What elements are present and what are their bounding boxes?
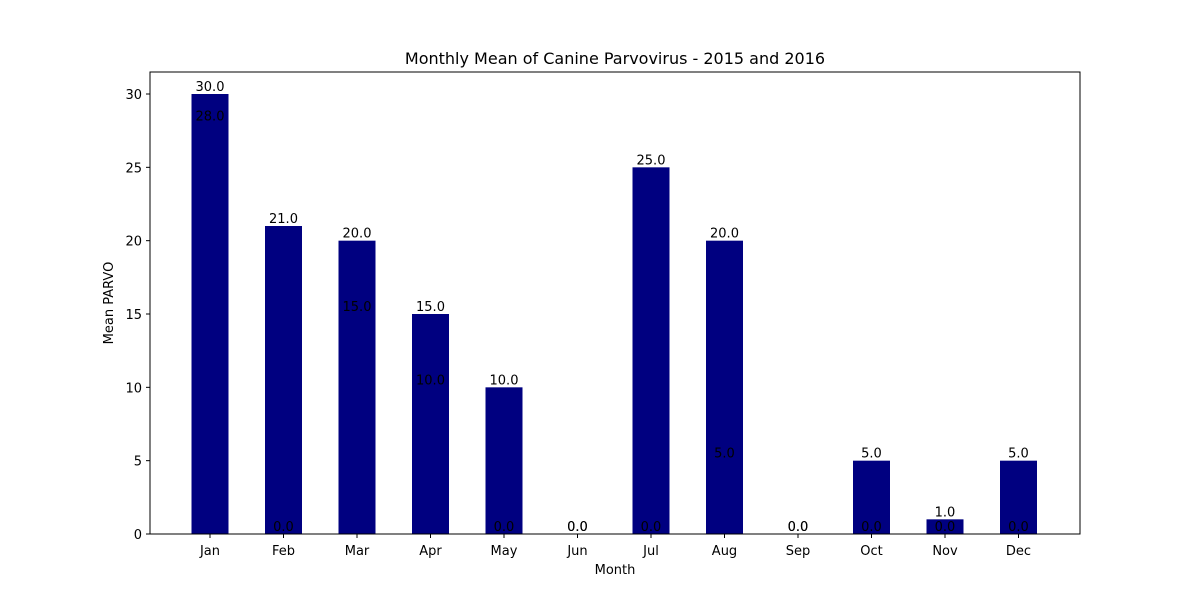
bar-feb-series-1: [265, 226, 302, 534]
data-label-mar-series-2: 15.0: [343, 300, 372, 315]
x-tick-label-may: May: [491, 544, 518, 559]
data-label-jan-series-1: 30.0: [196, 80, 225, 95]
data-label-jun-series-1: 0.0: [567, 520, 588, 535]
bar-oct-series-1: [853, 460, 890, 534]
x-tick-label-jan: Jan: [199, 544, 220, 559]
data-label-oct-series-1: 5.0: [861, 447, 882, 462]
data-label-oct-series-2: 0.0: [861, 520, 882, 535]
x-tick-label-apr: Apr: [419, 544, 442, 559]
data-label-jul-series-1: 25.0: [637, 153, 666, 168]
x-tick-label-aug: Aug: [712, 544, 737, 559]
data-label-nov-series-1: 1.0: [935, 505, 956, 520]
y-axis-title: Mean PARVO: [102, 262, 117, 345]
x-tick-label-sep: Sep: [786, 544, 811, 559]
bar-jan-series-2: [191, 123, 229, 534]
data-label-jun-series-2: 0.0: [567, 520, 588, 535]
data-label-dec-series-2: 0.0: [1008, 520, 1029, 535]
bar-aug-series-2: [706, 460, 743, 534]
x-axis-title: Month: [595, 563, 636, 578]
x-tick-label-dec: Dec: [1006, 544, 1031, 559]
data-label-may-series-2: 0.0: [494, 520, 515, 535]
y-tick-label: 0: [134, 528, 142, 543]
bar-may-series-1: [485, 387, 523, 534]
y-tick-label: 20: [125, 235, 142, 250]
x-tick-label-feb: Feb: [272, 544, 295, 559]
bar-jul-series-1: [632, 167, 670, 535]
chart-title: Monthly Mean of Canine Parvovirus - 2015…: [405, 49, 825, 68]
y-tick-label: 10: [125, 381, 142, 396]
data-label-sep-series-1: 0.0: [788, 520, 809, 535]
data-label-mar-series-1: 20.0: [343, 227, 372, 242]
data-label-aug-series-2: 5.0: [714, 447, 735, 462]
data-label-jul-series-2: 0.0: [641, 520, 662, 535]
bar-dec-series-1: [1000, 460, 1037, 534]
x-tick-label-jul: Jul: [642, 544, 659, 559]
data-label-apr-series-2: 10.0: [416, 373, 445, 388]
data-label-feb-series-2: 0.0: [273, 520, 294, 535]
bar-apr-series-2: [412, 387, 449, 534]
x-tick-label-jun: Jun: [566, 544, 587, 559]
data-label-dec-series-1: 5.0: [1008, 447, 1029, 462]
data-label-sep-series-2: 0.0: [788, 520, 809, 535]
x-tick-label-oct: Oct: [860, 544, 882, 559]
y-tick-label: 15: [125, 308, 142, 323]
x-tick-label-mar: Mar: [345, 544, 370, 559]
data-label-aug-series-1: 20.0: [710, 227, 739, 242]
y-tick-label: 5: [134, 455, 142, 470]
y-tick-label: 25: [125, 161, 142, 176]
data-label-nov-series-2: 0.0: [935, 520, 956, 535]
y-tick-label: 30: [125, 88, 142, 103]
data-label-feb-series-1: 21.0: [269, 212, 298, 227]
x-tick-label-nov: Nov: [932, 544, 958, 559]
data-label-may-series-1: 10.0: [490, 373, 519, 388]
data-label-apr-series-1: 15.0: [416, 300, 445, 315]
bar-mar-series-2: [338, 314, 376, 534]
data-label-jan-series-2: 28.0: [196, 109, 225, 124]
bar-nov-series-1: [926, 519, 964, 534]
plot-frame: [149, 71, 1081, 535]
